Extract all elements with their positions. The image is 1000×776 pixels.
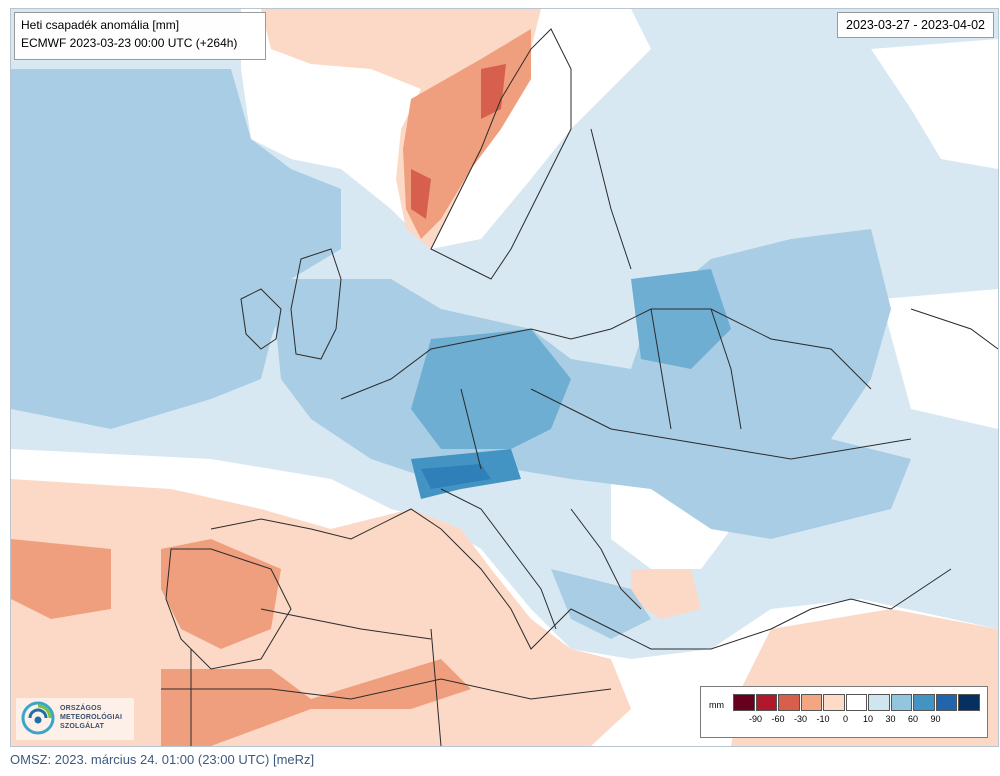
legend-swatch xyxy=(755,694,777,711)
map-title-box: Heti csapadék anomália [mm] ECMWF 2023-0… xyxy=(14,12,266,60)
legend-tick-label: -90 xyxy=(748,714,763,724)
legend-tick-label: -10 xyxy=(816,714,830,724)
footer-text: OMSZ: 2023. március 24. 01:00 (23:00 UTC… xyxy=(10,752,315,767)
legend-swatch xyxy=(935,694,957,711)
legend-swatch xyxy=(778,694,800,711)
legend-swatch xyxy=(890,694,912,711)
omsz-logo-text: ORSZÁGOS METEOROLÓGIAI SZOLGÁLAT xyxy=(60,705,123,730)
legend-swatches xyxy=(733,694,981,711)
map-subtitle: ECMWF 2023-03-23 00:00 UTC (+264h) xyxy=(21,36,238,50)
legend-swatch xyxy=(845,694,867,711)
legend-swatch xyxy=(913,694,935,711)
anomaly-map xyxy=(11,9,998,746)
map-title: Heti csapadék anomália [mm] xyxy=(21,18,180,32)
legend-swatch xyxy=(868,694,890,711)
legend-unit: mm xyxy=(709,700,724,710)
legend-tick-label: 60 xyxy=(907,714,919,724)
legend-tick-label: -60 xyxy=(771,714,785,724)
legend: mm -90 -60 -30 -10 0 10 30 60 90 xyxy=(700,686,988,738)
legend-tick-label: 90 xyxy=(930,714,941,724)
omsz-logo: ORSZÁGOS METEOROLÓGIAI SZOLGÁLAT xyxy=(16,698,134,740)
legend-tick-label: 30 xyxy=(885,714,896,724)
period-label: 2023-03-27 - 2023-04-02 xyxy=(837,12,994,38)
legend-tick-label: 10 xyxy=(862,714,874,724)
legend-tick-label: -30 xyxy=(793,714,808,724)
legend-labels: -90 -60 -30 -10 0 10 30 60 90 xyxy=(733,714,983,728)
map-frame: Heti csapadék anomália [mm] ECMWF 2023-0… xyxy=(10,8,999,747)
omsz-swirl-icon xyxy=(21,701,55,735)
legend-swatch xyxy=(733,694,755,711)
legend-swatch xyxy=(958,694,980,711)
legend-swatch xyxy=(823,694,845,711)
legend-swatch xyxy=(800,694,822,711)
legend-tick-label: 0 xyxy=(842,714,849,724)
